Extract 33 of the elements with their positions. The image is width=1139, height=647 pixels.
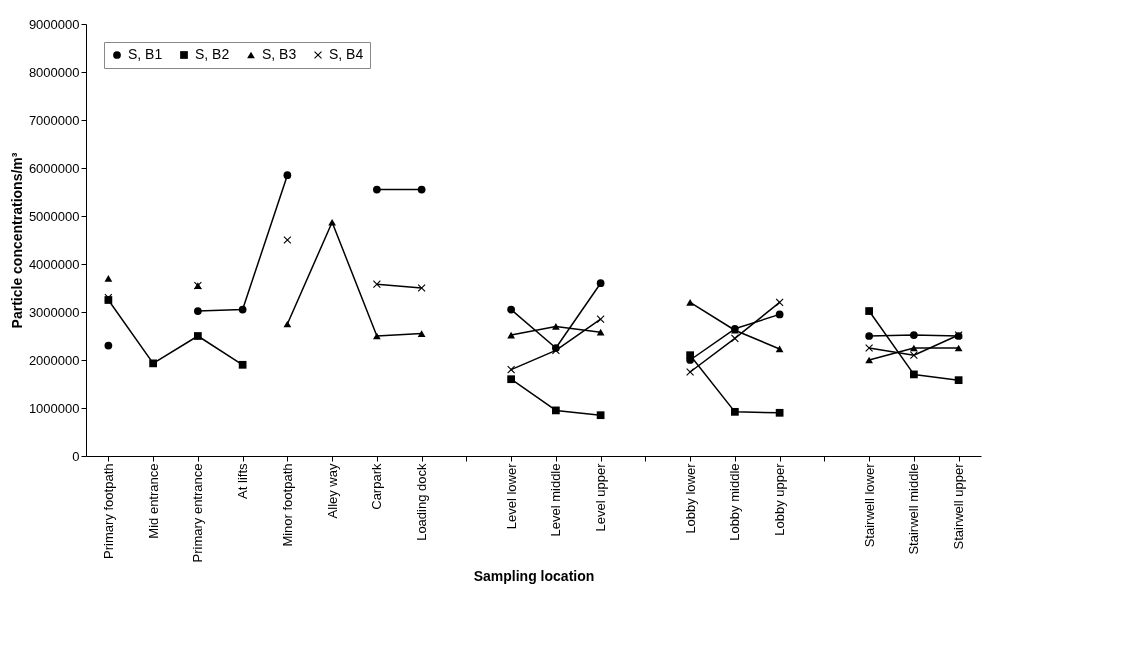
x-tick-label: Lobby upper <box>772 462 788 536</box>
x-tick-label: At lifts <box>235 463 251 499</box>
y-tick-label: 8000000 <box>28 64 80 80</box>
y-tick-label: 7000000 <box>28 112 80 128</box>
y-tick-label: 6000000 <box>28 160 80 176</box>
y-tick-label: 9000000 <box>28 16 80 32</box>
x-tick-label: Primary footpath <box>100 463 116 559</box>
y-tick-label: 1000000 <box>28 400 80 416</box>
y-tick-label: 3000000 <box>28 304 80 320</box>
x-tick-label: Stairwell lower <box>861 462 877 548</box>
x-tick-label: Level upper <box>593 462 609 532</box>
y-tick-label: 4000000 <box>28 256 80 272</box>
x-tick-label: Lobby middle <box>727 463 743 541</box>
x-tick-label: Primary entrance <box>190 463 206 563</box>
y-tick-label: 2000000 <box>28 352 80 368</box>
x-tick-label: Level lower <box>503 462 519 530</box>
y-tick-label: 0 <box>72 448 80 464</box>
x-tick-label: Lobby lower <box>682 462 698 534</box>
x-tick-label: Carpark <box>369 463 385 510</box>
legend-label: S, B4 <box>329 46 364 62</box>
y-tick-label: 5000000 <box>28 208 80 224</box>
x-tick-label: Loading dock <box>414 463 430 541</box>
x-tick-label: Minor footpath <box>279 463 295 547</box>
y-axis-title: Particle concentrations/m³ <box>8 152 25 329</box>
x-tick-label: Level middle <box>548 463 564 537</box>
legend-label: S, B3 <box>262 46 297 62</box>
x-tick-label: Stairwell upper <box>951 462 967 550</box>
x-axis-title: Sampling location <box>473 568 595 585</box>
x-tick-label: Mid entrance <box>145 463 161 539</box>
x-tick-label: Stairwell middle <box>906 463 922 555</box>
legend-label: S, B1 <box>128 46 163 62</box>
legend-label: S, B2 <box>195 46 230 62</box>
x-tick-label: Alley way <box>324 463 340 519</box>
